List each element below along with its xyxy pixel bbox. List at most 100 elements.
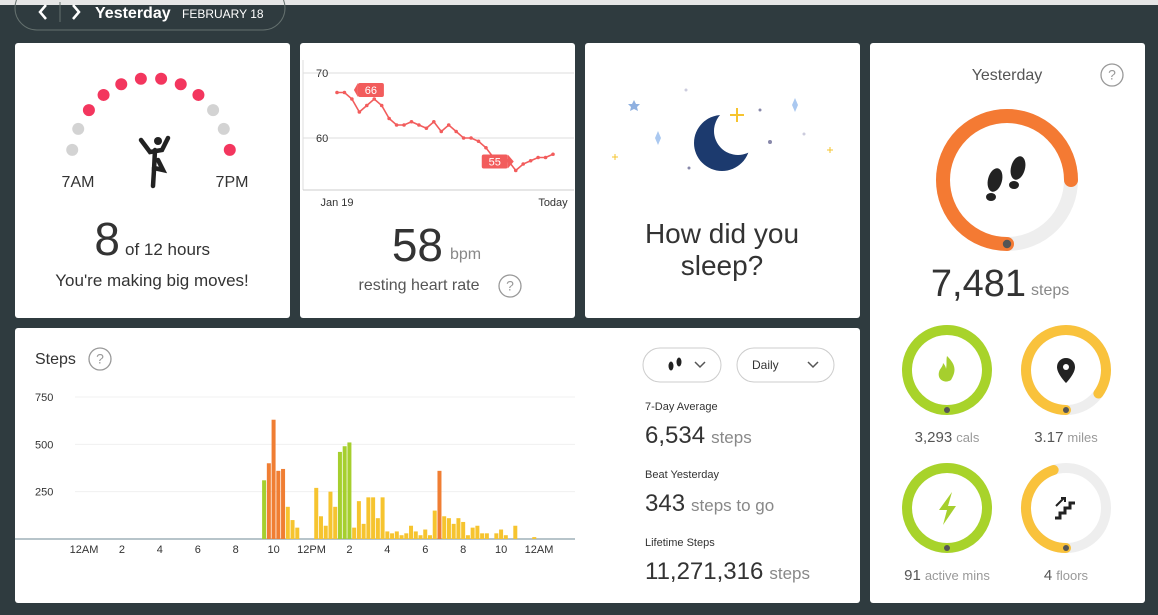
- x-tick-label: 10: [495, 544, 507, 556]
- step-bar: [470, 527, 475, 539]
- prev-day[interactable]: [38, 4, 47, 20]
- heart-point: [446, 123, 451, 127]
- period-dropdown[interactable]: [736, 347, 835, 383]
- heart-point: [439, 129, 444, 134]
- help-icon[interactable]: [498, 274, 522, 298]
- step-bar: [456, 518, 461, 539]
- heart-point: [424, 126, 429, 131]
- resting-hr-unit: bpm: [450, 246, 481, 263]
- tile-value: 91: [904, 567, 921, 584]
- heart-point: [372, 97, 377, 101]
- tile-label: 4 floors: [1044, 567, 1089, 584]
- hour-dot: [66, 143, 79, 156]
- x-tick-label: 12AM: [70, 544, 99, 556]
- tile-label: 91 active mins: [904, 567, 990, 584]
- x-tick-label: 4: [157, 544, 163, 556]
- x-tick-label: 6: [422, 544, 428, 556]
- heart-point: [476, 139, 481, 144]
- moon-icon: [612, 88, 833, 171]
- heart-point: [551, 152, 555, 157]
- ring-start: [1063, 407, 1069, 413]
- hour-dot: [192, 88, 205, 101]
- heart-point: [364, 103, 369, 108]
- step-bar: [413, 531, 418, 539]
- x-tick-label: 2: [119, 544, 125, 556]
- step-bar: [290, 520, 295, 539]
- tile-value: 4: [1044, 567, 1052, 584]
- hour-dots: [66, 72, 236, 156]
- heart-point: [432, 119, 436, 124]
- heart-point: [513, 168, 518, 173]
- step-bar: [323, 525, 328, 539]
- tile-unit: floors: [1056, 568, 1088, 583]
- ring-progress: [1021, 325, 1111, 415]
- stat-line: 11,271,316 steps: [645, 558, 810, 585]
- x-tick-label: Today: [538, 197, 568, 209]
- label-pointer: [507, 154, 514, 169]
- sleep-question[interactable]: How did you sleep?: [644, 218, 800, 281]
- ring-progress: [902, 325, 993, 415]
- heart-card[interactable]: [300, 43, 575, 318]
- heart-point: [469, 136, 473, 140]
- hour-dot: [134, 72, 147, 85]
- hour-dot: [97, 88, 110, 101]
- tile-unit: active mins: [925, 568, 991, 583]
- x-tick-label: 10: [267, 544, 279, 556]
- step-bar: [404, 533, 409, 539]
- hour-dot: [82, 104, 95, 117]
- step-bar: [499, 529, 504, 539]
- active-figure-icon: [138, 135, 171, 189]
- ring-start: [944, 545, 950, 551]
- x-tick-label: 12PM: [297, 544, 326, 556]
- summary-title: Yesterday: [972, 67, 1043, 84]
- x-tick-label: 4: [384, 544, 390, 556]
- step-bar: [271, 419, 276, 539]
- step-bar: [314, 487, 319, 539]
- step-bar: [437, 470, 442, 539]
- progress-rings: [902, 109, 1111, 553]
- data-label: 66: [365, 85, 377, 97]
- stat-line: 6,534 steps: [645, 422, 752, 449]
- step-bar: [276, 470, 281, 539]
- hour-dot: [174, 78, 187, 91]
- steps-title: Steps: [35, 351, 76, 368]
- stat-value: 343: [645, 490, 685, 517]
- period-label: Daily: [752, 358, 779, 372]
- heart-point: [409, 119, 414, 124]
- stat-unit: steps to go: [691, 496, 774, 515]
- step-bar: [442, 516, 447, 539]
- heart-point: [350, 97, 354, 101]
- chevron: [807, 361, 819, 369]
- ring-progress: [936, 109, 1078, 251]
- heart-point: [454, 129, 458, 134]
- hour-dot: [223, 143, 236, 156]
- step-bar: [399, 535, 404, 539]
- next-day[interactable]: [72, 4, 81, 20]
- stat-label: Beat Yesterday: [645, 469, 720, 481]
- heart-point: [484, 145, 488, 150]
- step-bar: [262, 480, 267, 539]
- start-label: 7AM: [62, 174, 95, 191]
- help-glyph: ?: [506, 278, 514, 294]
- help-icon[interactable]: [88, 347, 112, 371]
- metric-dropdown[interactable]: [642, 347, 722, 383]
- heart-point: [335, 90, 339, 95]
- date-pill: [14, 0, 286, 31]
- heart-point: [461, 136, 466, 140]
- step-bar: [375, 518, 380, 539]
- heart-point: [528, 158, 533, 163]
- step-bar: [418, 535, 423, 539]
- sleep-card[interactable]: [585, 43, 860, 318]
- hours-value: 8: [94, 213, 120, 265]
- footprints-icon: [986, 156, 1026, 201]
- ring-progress: [1021, 464, 1071, 553]
- step-bar: [281, 468, 286, 539]
- heart-point: [521, 162, 526, 166]
- help-icon[interactable]: [1100, 63, 1124, 87]
- step-bar: [451, 523, 456, 539]
- x-tick-label: 8: [233, 544, 239, 556]
- end-label: 7PM: [216, 174, 249, 191]
- step-bar: [394, 531, 399, 539]
- step-bar: [295, 527, 300, 539]
